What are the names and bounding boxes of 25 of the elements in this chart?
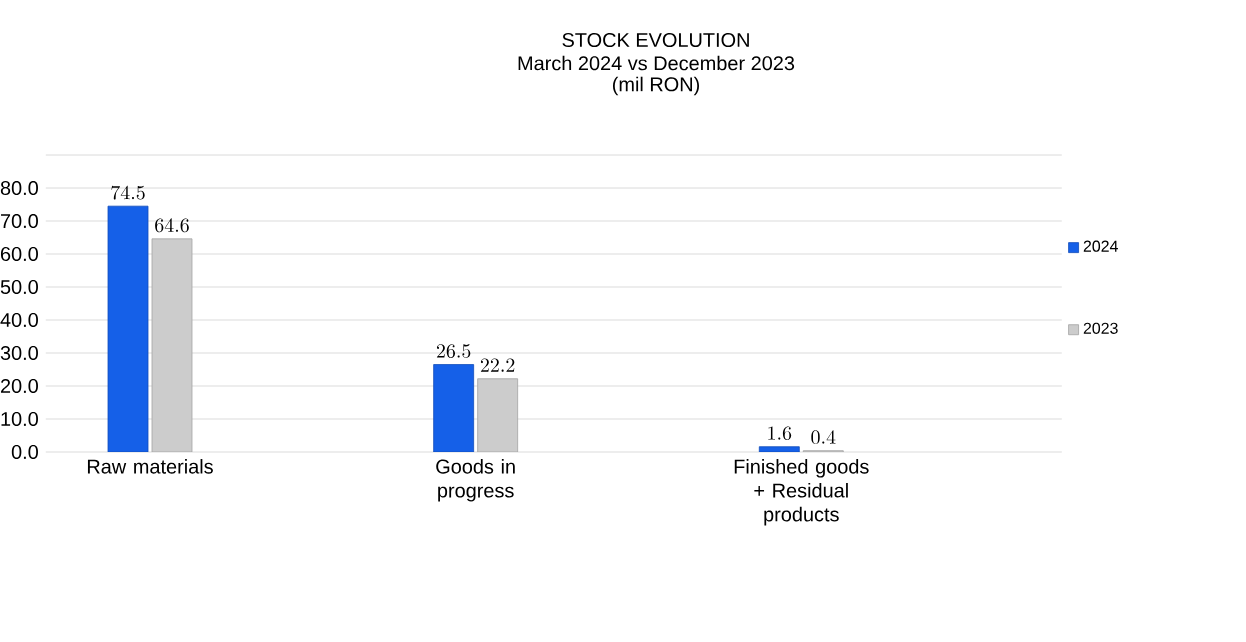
y-tick-label: 30.0 <box>0 345 38 361</box>
data-label: 0.4 <box>811 430 836 445</box>
data-label: 1 .6 <box>768 426 792 441</box>
data-label: 64.6 <box>155 218 189 233</box>
data-label: 22.2 <box>480 358 515 372</box>
legend-label: 2023 <box>1083 322 1118 334</box>
bar <box>433 364 475 452</box>
x-tick-label: Goods in progress <box>436 459 515 502</box>
y-tick-label: 50.0 <box>0 279 38 295</box>
data-label: 26.5 <box>436 344 471 358</box>
x-tick-label: Finished goods + Residual products <box>734 459 869 526</box>
y-tick-label: 70.0 <box>1 213 38 229</box>
y-tick-label: 40.0 <box>0 312 38 328</box>
y-tick-label: 60.0 <box>0 246 38 262</box>
legend-label: 2024 <box>1083 240 1118 252</box>
text: (mil RON) <box>612 76 700 96</box>
y-tick-label: 20.0 <box>0 378 38 394</box>
y-tick-label: 10.0 <box>1 411 38 427</box>
bar <box>107 205 149 452</box>
x-tick-label: Raw materials <box>87 459 213 474</box>
y-tick-label: 80.0 <box>0 180 38 196</box>
y-tick-label: 0.0 <box>11 444 38 460</box>
chart-subtitle: March 2024 vs December 2023 <box>518 55 795 71</box>
chart-title: STOCK EVOLUTION <box>562 32 749 48</box>
data-label: 74.5 <box>111 185 145 200</box>
